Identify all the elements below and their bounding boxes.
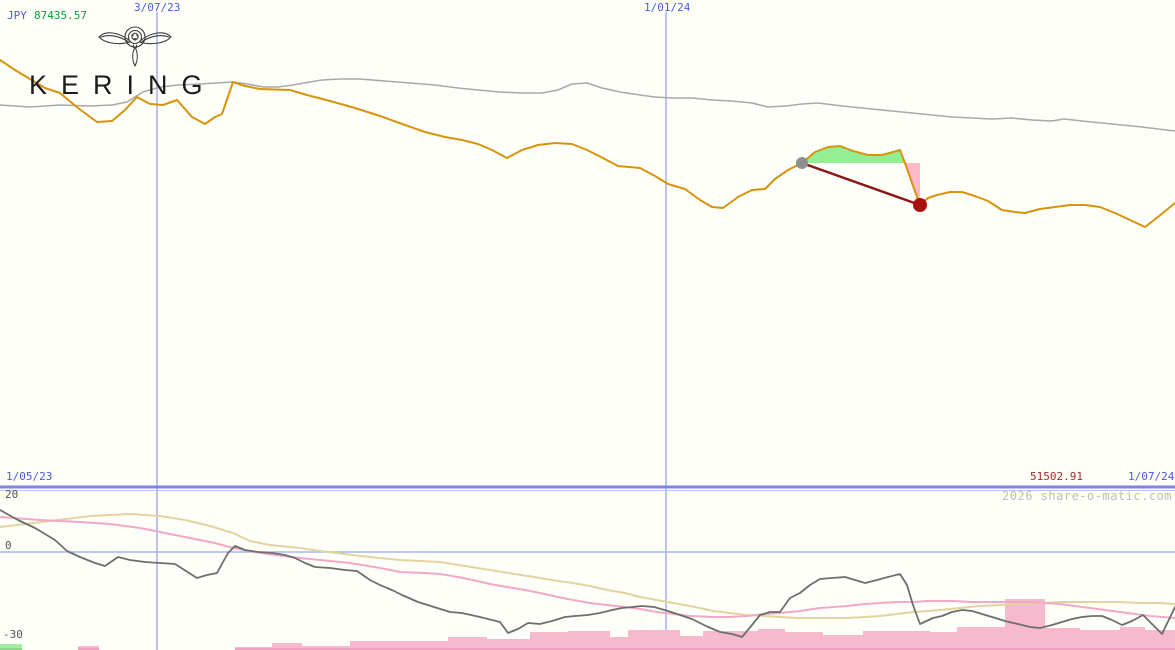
volume-histogram (930, 648, 957, 650)
top-axis-date-jan24: 1/01/24 (644, 1, 691, 14)
breadth-green-bar (0, 648, 22, 650)
volume-histogram (680, 648, 703, 650)
volume-histogram (302, 648, 350, 650)
osc-scale-0: 0 (5, 539, 12, 552)
volume-histogram (703, 631, 758, 650)
volume-histogram (823, 635, 863, 650)
volume-histogram (530, 648, 568, 650)
bottom-axis-date-may23: 1/05/23 (6, 470, 53, 483)
osc-scale-minus30: -30 (3, 628, 23, 641)
volume-histogram (1145, 630, 1175, 650)
trend-start-dot (796, 157, 808, 169)
volume-histogram (758, 648, 785, 650)
volume-histogram (350, 641, 448, 650)
osc-slow-line (0, 513, 1175, 619)
volume-histogram (448, 648, 487, 650)
volume-histogram (350, 648, 448, 650)
volume-histogram (957, 648, 1005, 650)
volume-histogram (930, 632, 957, 650)
volume-histogram (1120, 648, 1145, 650)
currency-label: JPY (7, 9, 27, 22)
watermark-text: 2026 share-o-matic.com (1002, 489, 1172, 503)
kering-logo: KERING (0, 0, 260, 110)
volume-histogram (785, 632, 823, 650)
volume-histogram (487, 639, 530, 650)
bottom-axis-date-jul24: 1/07/24 (1128, 470, 1175, 483)
osc-mid-line (0, 516, 1175, 619)
volume-histogram (785, 648, 823, 650)
volume-histogram (448, 637, 487, 650)
benchmark-line (0, 78, 1175, 132)
volume-histogram (628, 648, 680, 650)
trend-line (801, 161, 921, 207)
osc-scale-20: 20 (5, 488, 19, 501)
volume-histogram (530, 632, 568, 650)
kering-owl-icon (98, 26, 172, 67)
trend-end-value: 51502.91 (1030, 470, 1083, 483)
trend-end-dot (913, 198, 927, 212)
volume-histogram (487, 648, 530, 650)
volume-histogram (1005, 648, 1045, 650)
volume-histogram (1080, 630, 1120, 650)
volume-histogram (568, 648, 610, 650)
volume-histogram (957, 627, 1005, 650)
brand-wordmark: KERING (29, 70, 217, 100)
volume-histogram (1045, 628, 1080, 650)
last-price-value: 87435.57 (34, 9, 87, 22)
volume-histogram (272, 643, 302, 650)
breadth-green-bar (0, 644, 22, 650)
volume-histogram (823, 648, 863, 650)
volume-histogram (680, 636, 703, 650)
price-line (0, 59, 1175, 228)
volume-histogram (758, 629, 785, 650)
volume-histogram (235, 648, 272, 650)
volume-histogram (703, 648, 758, 650)
osc-fast-line (0, 509, 1175, 638)
volume-histogram (610, 637, 628, 650)
volume-histogram (78, 648, 99, 650)
volume-histogram (1080, 648, 1120, 650)
top-axis-date-mar23: 3/07/23 (134, 1, 181, 14)
volume-histogram (610, 648, 628, 650)
volume-histogram (568, 631, 610, 650)
volume-histogram (1120, 627, 1145, 650)
gain-fill (802, 146, 905, 163)
volume-histogram (628, 630, 680, 650)
volume-histogram (863, 648, 930, 650)
volume-histogram (1005, 599, 1045, 650)
volume-histogram (272, 648, 302, 650)
volume-histogram (1045, 648, 1080, 650)
volume-histogram (863, 631, 930, 650)
volume-histogram (1145, 648, 1175, 650)
